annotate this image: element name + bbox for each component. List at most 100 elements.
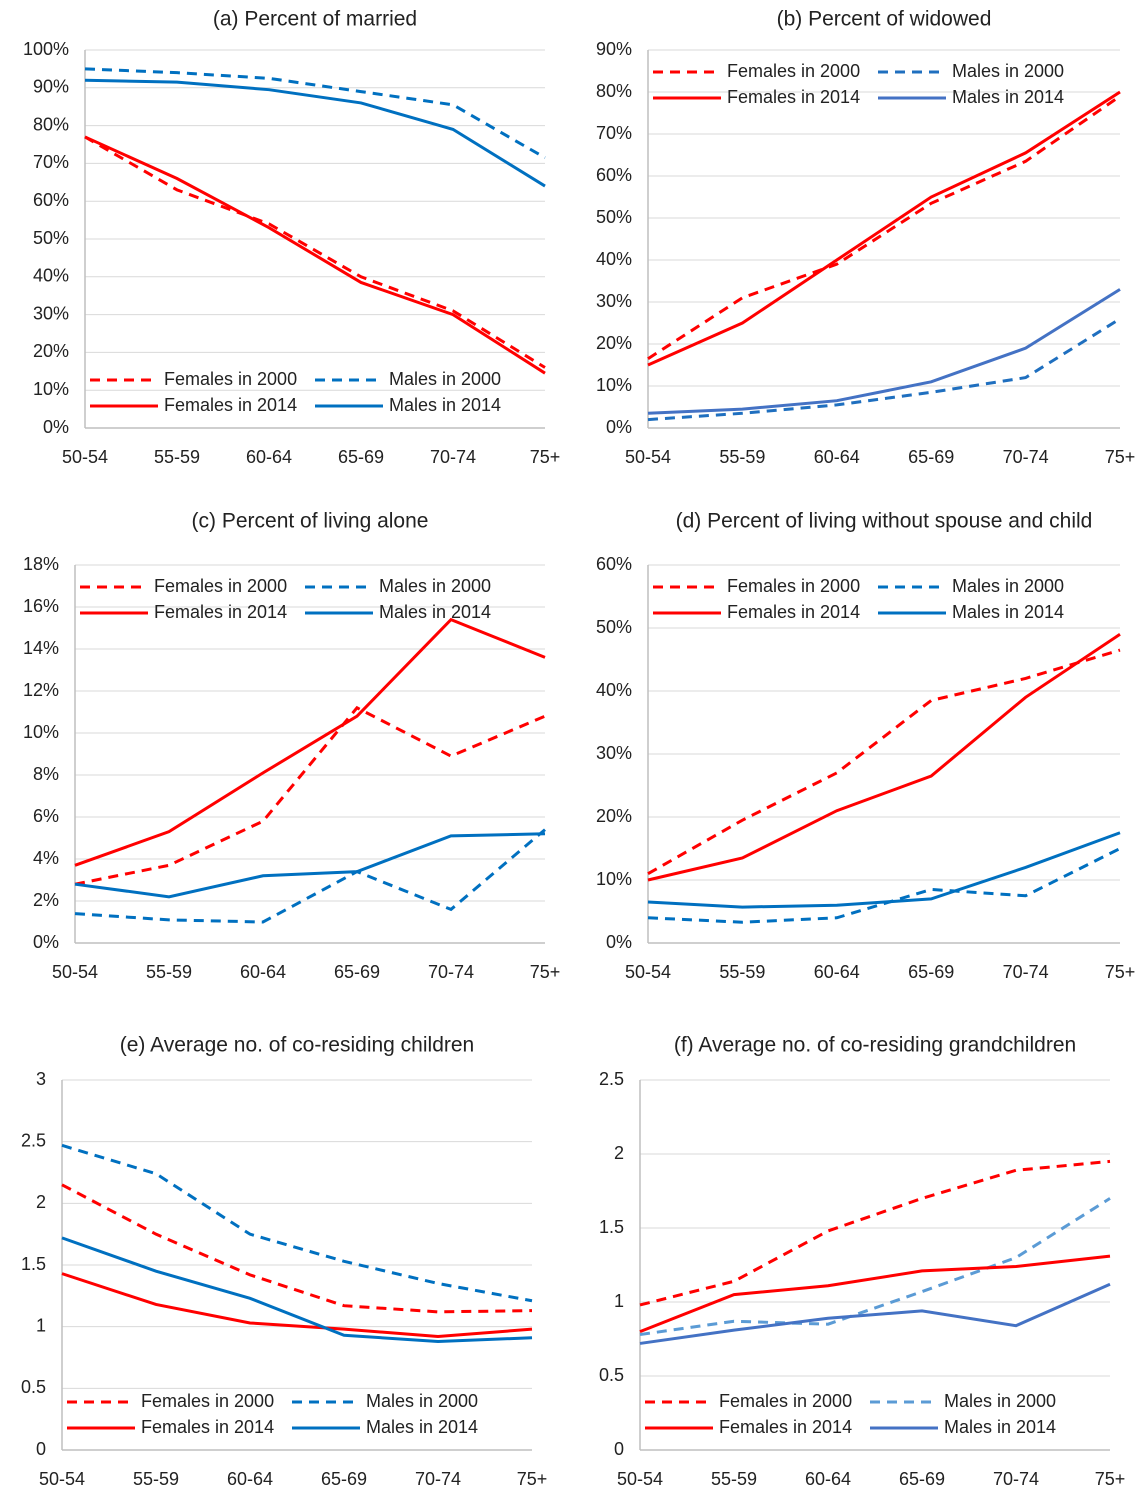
y-tick-label: 12% <box>23 680 59 700</box>
series-line <box>74 705 546 886</box>
legend-label: Males in 2000 <box>944 1391 1056 1411</box>
legend-label: Males in 2014 <box>366 1417 478 1437</box>
series-line <box>74 617 546 867</box>
x-tick-label: 65-69 <box>908 447 954 467</box>
y-tick-label: 0% <box>43 417 69 437</box>
y-tick-label: 30% <box>33 303 69 323</box>
y-tick-label: 60% <box>596 165 632 185</box>
series-line <box>647 288 1121 415</box>
series-line <box>647 831 1121 909</box>
legend-label: Females in 2000 <box>141 1391 274 1411</box>
series-line <box>84 135 546 369</box>
legend-label: Males in 2014 <box>944 1417 1056 1437</box>
x-tick-label: 75+ <box>1095 1469 1126 1489</box>
series-line <box>639 1282 1111 1345</box>
y-tick-label: 40% <box>33 266 69 286</box>
y-tick-label: 6% <box>33 806 59 826</box>
x-tick-label: 60-64 <box>814 447 860 467</box>
y-tick-label: 40% <box>596 249 632 269</box>
x-tick-label: 70-74 <box>1003 962 1049 982</box>
legend-label: Females in 2014 <box>154 602 287 622</box>
legend-label: Males in 2000 <box>366 1391 478 1411</box>
series-line <box>61 1236 533 1343</box>
x-tick-label: 50-54 <box>625 962 671 982</box>
series-line <box>61 1143 533 1303</box>
series-line <box>61 1183 533 1314</box>
series-line <box>74 832 546 899</box>
legend-label: Females in 2000 <box>154 576 287 596</box>
y-tick-label: 60% <box>596 554 632 574</box>
x-tick-label: 75+ <box>517 1469 548 1489</box>
y-tick-label: 8% <box>33 764 59 784</box>
x-tick-label: 75+ <box>530 447 561 467</box>
x-tick-label: 65-69 <box>334 962 380 982</box>
x-tick-label: 70-74 <box>993 1469 1039 1489</box>
y-tick-label: 10% <box>596 869 632 889</box>
x-tick-label: 65-69 <box>899 1469 945 1489</box>
x-tick-label: 60-64 <box>246 447 292 467</box>
y-tick-label: 90% <box>33 77 69 97</box>
series-line <box>647 90 1121 367</box>
x-tick-label: 70-74 <box>430 447 476 467</box>
x-tick-label: 50-54 <box>39 1469 85 1489</box>
y-tick-label: 2 <box>614 1143 624 1163</box>
x-tick-label: 65-69 <box>338 447 384 467</box>
y-tick-label: 14% <box>23 638 59 658</box>
x-tick-label: 75+ <box>1105 962 1136 982</box>
y-tick-label: 1 <box>614 1291 624 1311</box>
y-tick-label: 16% <box>23 596 59 616</box>
legend-label: Females in 2014 <box>727 602 860 622</box>
x-tick-label: 75+ <box>1105 447 1136 467</box>
y-tick-label: 10% <box>596 375 632 395</box>
x-tick-label: 60-64 <box>814 962 860 982</box>
legend-label: Females in 2014 <box>727 87 860 107</box>
y-tick-label: 3 <box>36 1069 46 1089</box>
legend-label: Males in 2000 <box>952 61 1064 81</box>
legend-label: Males in 2014 <box>952 602 1064 622</box>
series-line <box>647 847 1121 924</box>
x-tick-label: 50-54 <box>625 447 671 467</box>
y-tick-label: 2.5 <box>21 1130 46 1150</box>
legend-label: Females in 2014 <box>164 395 297 415</box>
legend-label: Females in 2000 <box>727 576 860 596</box>
series-line <box>639 1159 1111 1307</box>
legend-label: Females in 2014 <box>141 1417 274 1437</box>
y-tick-label: 10% <box>33 379 69 399</box>
x-tick-label: 60-64 <box>805 1469 851 1489</box>
legend-label: Males in 2014 <box>952 87 1064 107</box>
y-tick-label: 70% <box>33 152 69 172</box>
y-tick-label: 2.5 <box>599 1069 624 1089</box>
series-line <box>74 828 546 924</box>
legend-label: Males in 2000 <box>379 576 491 596</box>
y-tick-label: 1.5 <box>599 1217 624 1237</box>
y-tick-label: 1 <box>36 1315 46 1335</box>
series-line <box>84 67 546 160</box>
y-tick-label: 80% <box>596 81 632 101</box>
x-tick-label: 55-59 <box>719 962 765 982</box>
y-tick-label: 20% <box>33 341 69 361</box>
x-tick-label: 60-64 <box>240 962 286 982</box>
x-tick-label: 55-59 <box>711 1469 757 1489</box>
x-tick-label: 75+ <box>530 962 561 982</box>
series-line <box>84 78 546 188</box>
y-tick-label: 0 <box>614 1439 624 1459</box>
chart-title: (f) Average no. of co-residing grandchil… <box>674 1034 1076 1057</box>
y-tick-label: 60% <box>33 190 69 210</box>
y-tick-label: 80% <box>33 114 69 134</box>
y-tick-label: 2 <box>36 1192 46 1212</box>
y-tick-label: 30% <box>596 291 632 311</box>
series-line <box>639 1254 1111 1333</box>
x-tick-label: 65-69 <box>321 1469 367 1489</box>
chart-title: (c) Percent of living alone <box>192 510 429 533</box>
y-tick-label: 18% <box>23 554 59 574</box>
series-line <box>61 1272 533 1339</box>
series-line <box>84 135 546 375</box>
y-tick-label: 0.5 <box>21 1377 46 1397</box>
series-line <box>647 648 1121 876</box>
y-tick-label: 20% <box>596 806 632 826</box>
y-tick-label: 50% <box>596 207 632 227</box>
y-tick-label: 1.5 <box>21 1254 46 1274</box>
legend-label: Females in 2000 <box>719 1391 852 1411</box>
x-tick-label: 50-54 <box>62 447 108 467</box>
